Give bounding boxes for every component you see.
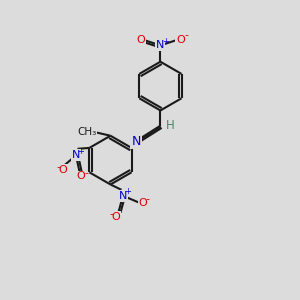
Text: N: N [119, 191, 127, 201]
Text: O: O [176, 35, 185, 45]
Text: +: + [162, 37, 169, 46]
Text: -: - [84, 169, 88, 178]
Text: O: O [139, 198, 147, 208]
Text: N: N [131, 135, 141, 148]
Text: +: + [124, 188, 131, 196]
Text: N: N [156, 40, 165, 50]
Text: -: - [146, 194, 150, 204]
Text: O: O [136, 35, 145, 45]
Text: O: O [58, 165, 67, 175]
Text: -: - [56, 163, 60, 172]
Text: CH₃: CH₃ [77, 127, 96, 136]
Text: N: N [72, 150, 80, 160]
Text: O: O [112, 212, 121, 222]
Text: O: O [77, 172, 85, 182]
Text: -: - [184, 30, 188, 40]
Text: H: H [166, 119, 174, 132]
Text: -: - [109, 208, 113, 219]
Text: +: + [77, 147, 84, 156]
